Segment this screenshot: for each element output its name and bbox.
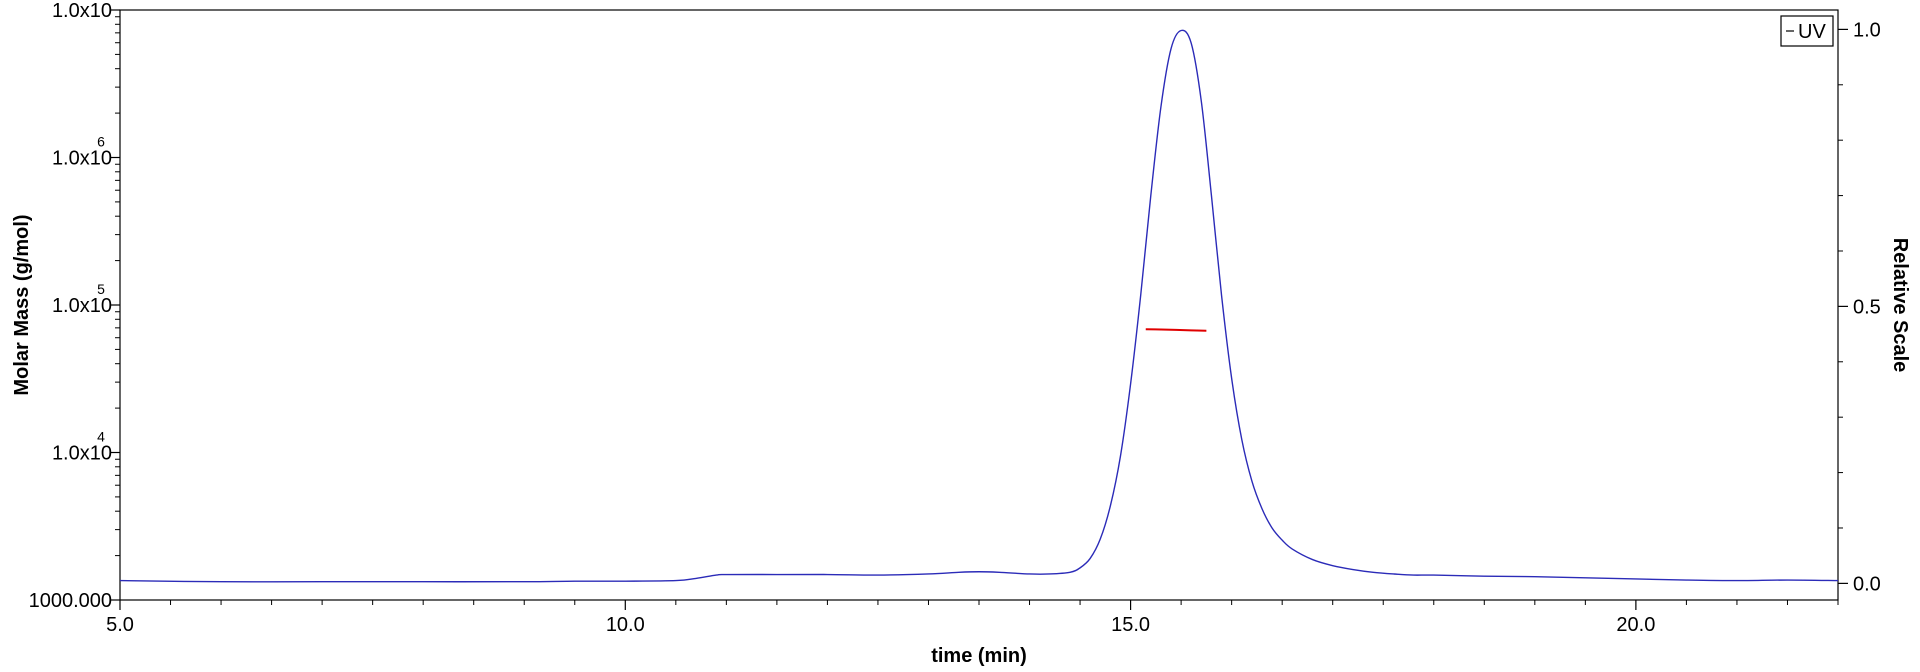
left-tick-exponent: 6 <box>97 134 105 150</box>
left-tick-label: 1.0x10 <box>52 148 112 170</box>
plot-area <box>119 9 1839 601</box>
right-tick-label: 0.0 <box>1853 573 1881 595</box>
x-axis-title: time (min) <box>931 645 1027 667</box>
x-axis: 5.0 10.0 15.0 20.0 <box>106 600 1839 636</box>
x-tick-label: 15.0 <box>1111 614 1150 636</box>
x-tick-label: 5.0 <box>106 614 134 636</box>
left-tick-exponent: 7 <box>97 0 105 2</box>
left-tick-label: 1.0x10 <box>52 443 112 465</box>
x-tick-label: 10.0 <box>606 614 645 636</box>
right-tick-label: 0.5 <box>1853 296 1881 318</box>
uv-series-line <box>119 29 1839 583</box>
right-y-axis: 0.0 0.5 1.0 <box>1838 19 1881 595</box>
left-tick-label: 1.0x10 <box>52 0 112 22</box>
left-tick-exponent: 5 <box>97 281 105 297</box>
series-layer <box>119 29 1839 583</box>
molar-mass-series-line <box>1145 328 1207 332</box>
left-tick-label: 1.0x10 <box>52 295 112 317</box>
legend-box <box>1780 15 1834 47</box>
legend: UV <box>1780 15 1834 47</box>
left-tick-label: 1000.000 <box>29 590 112 612</box>
left-tick-exponent: 4 <box>97 429 105 445</box>
right-tick-label: 1.0 <box>1853 19 1881 41</box>
x-tick-label: 20.0 <box>1616 614 1655 636</box>
left-y-axis-title: Molar Mass (g/mol) <box>11 214 33 395</box>
right-y-axis-title: Relative Scale <box>1889 238 1911 373</box>
legend-entry-uv: UV <box>1798 21 1826 43</box>
